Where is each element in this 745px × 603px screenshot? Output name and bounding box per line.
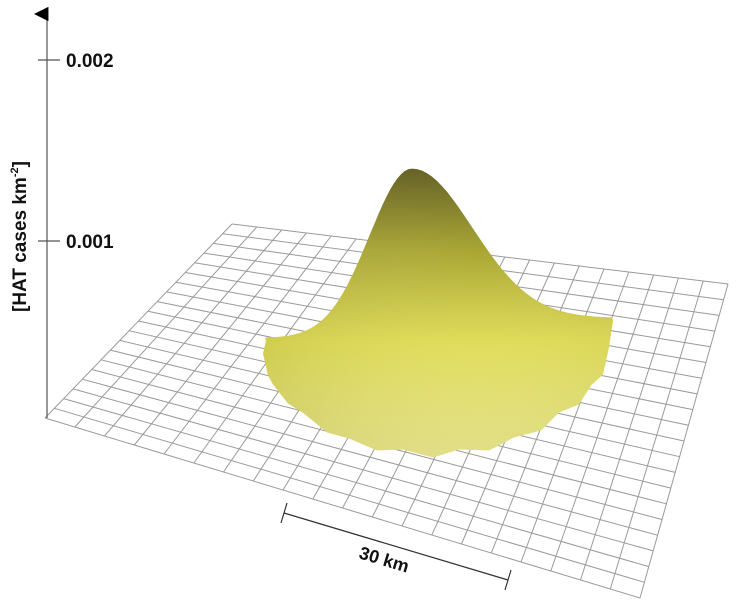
scale-bar: 30 km	[280, 502, 512, 591]
z-axis-ticks: 0.001 0.002	[38, 51, 114, 253]
grid-line-v-17	[72, 388, 654, 552]
z-tick-label-0: 0.001	[66, 232, 114, 253]
scale-bar-label: 30 km	[357, 543, 412, 577]
grid-line-v-16	[82, 378, 658, 536]
grid-line-v-19	[54, 407, 645, 583]
grid-line-v-18	[63, 398, 649, 568]
grid-line-u-18	[580, 277, 679, 581]
z-tick-label-1: 0.002	[66, 51, 114, 72]
z-axis-label: [HAT cases km-2]	[9, 161, 31, 312]
grid-line-v-20	[44, 417, 641, 599]
grid-line-u-17	[550, 274, 655, 572]
grid-line-u-19	[609, 280, 704, 590]
grid-line-u-20	[639, 283, 729, 599]
density-surface-shading	[263, 168, 613, 458]
